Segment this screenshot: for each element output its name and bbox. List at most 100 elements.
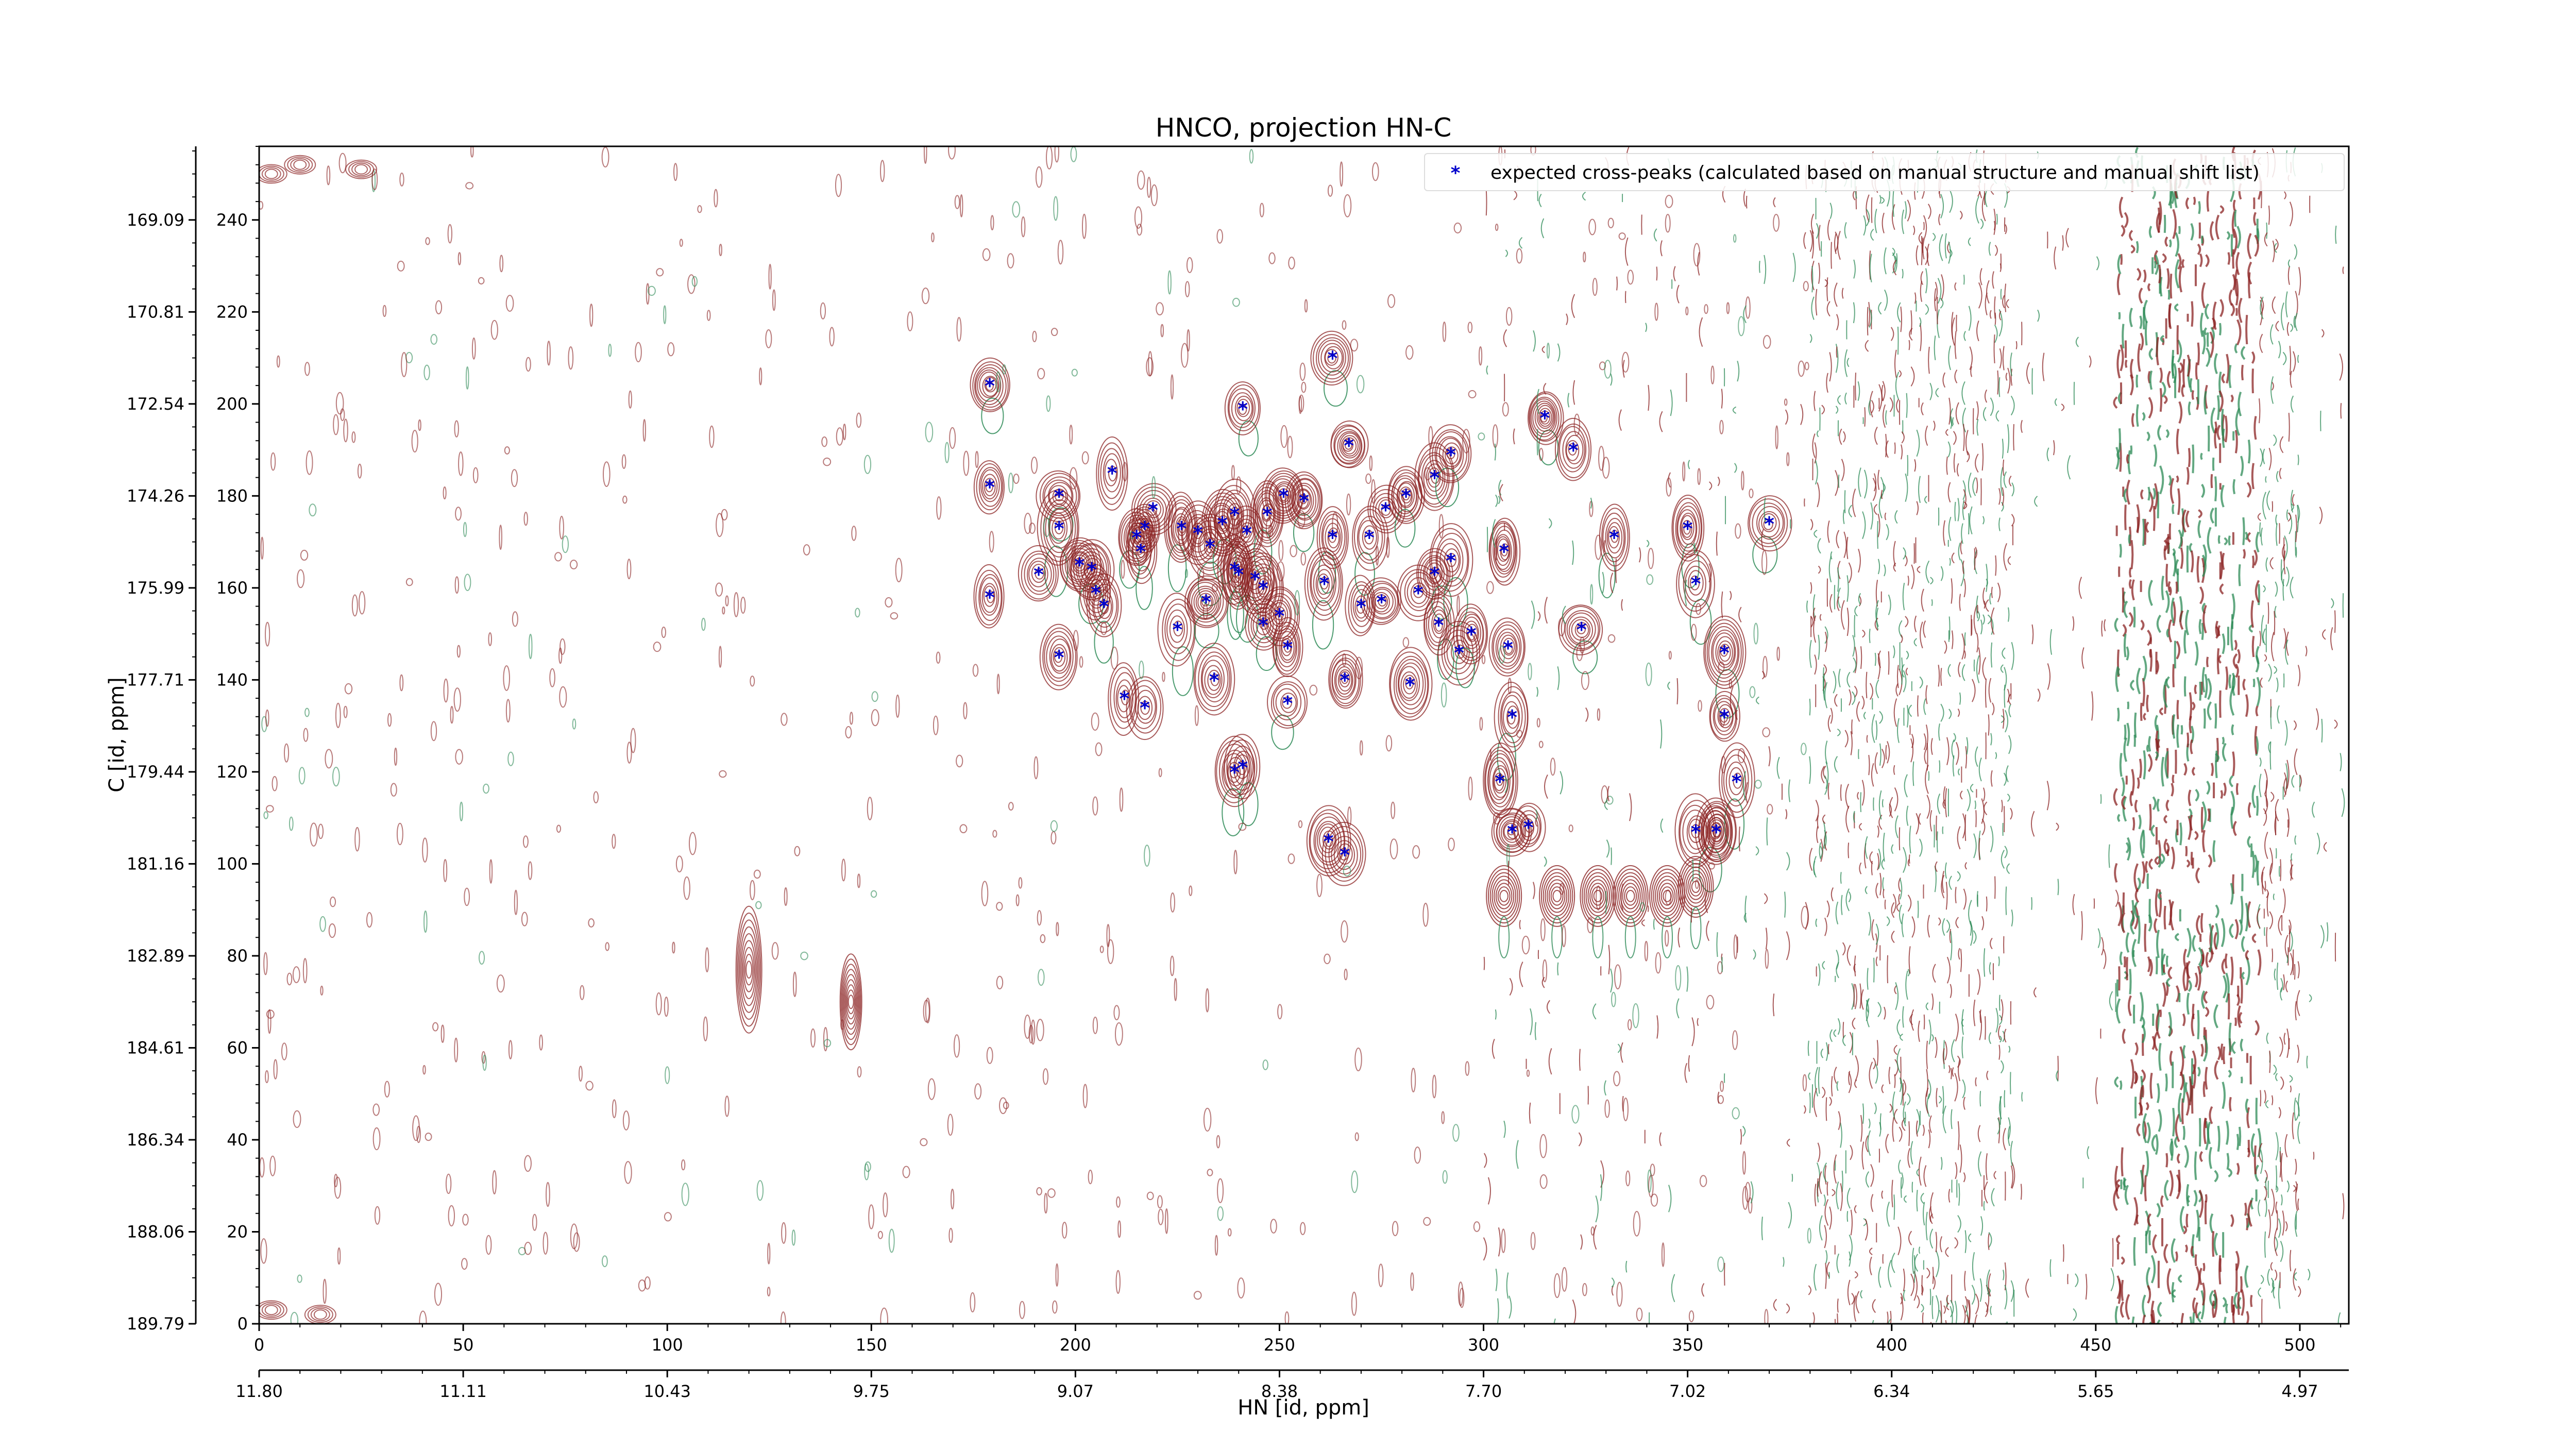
y-ppm-tick-label: 172.54	[127, 394, 184, 414]
noise-contour	[1854, 605, 1858, 617]
peak-contour	[744, 954, 754, 986]
noise-contour	[2196, 555, 2200, 583]
peak-contour	[1488, 520, 1518, 583]
legend: * expected cross-peaks (calculated based…	[1424, 153, 2345, 191]
peak-contour	[984, 478, 996, 497]
peak-contour	[982, 376, 998, 397]
peak-contour	[1237, 761, 1247, 775]
peak-contour	[1381, 504, 1391, 516]
noise-contour	[1298, 394, 1304, 412]
cross-peak-marker: *	[1282, 637, 1293, 660]
noise-contour	[1807, 1040, 1809, 1056]
noise-contour	[300, 549, 309, 561]
noise-contour	[1538, 448, 1544, 461]
noise-contour	[483, 783, 489, 794]
noise-contour	[2266, 222, 2268, 239]
noise-contour	[1160, 324, 1164, 338]
noise-contour	[792, 971, 797, 997]
noise-contour	[1568, 824, 1573, 833]
noise-contour	[2113, 788, 2118, 806]
noise-contour	[526, 357, 531, 372]
noise-contour	[2182, 1013, 2186, 1026]
noise-contour	[1854, 615, 1856, 637]
noise-contour	[2143, 750, 2146, 780]
noise-contour	[1861, 780, 1865, 806]
peak-contour	[1234, 395, 1253, 422]
noise-contour	[2137, 915, 2141, 944]
noise-contour	[1053, 196, 1059, 221]
peak-contour	[1396, 481, 1417, 512]
peak-contour	[1398, 666, 1420, 701]
noise-contour	[622, 495, 628, 504]
noise-contour	[1033, 756, 1039, 780]
noise-contour	[2062, 235, 2064, 251]
peak-contour	[1626, 890, 1635, 902]
peak-contour	[1193, 588, 1218, 617]
noise-contour	[1818, 225, 1821, 251]
noise-contour	[1351, 1170, 1359, 1193]
noise-contour	[1786, 452, 1790, 466]
noise-contour	[2209, 1213, 2214, 1233]
noise-contour	[1829, 1097, 1832, 1106]
noise-contour	[2153, 506, 2156, 531]
peak-contour	[1164, 603, 1192, 654]
noise-contour	[2147, 1285, 2151, 1304]
noise-contour	[1665, 195, 1673, 208]
noise-contour	[1830, 551, 1833, 560]
noise-contour	[319, 916, 326, 932]
y-tick-label: 180	[216, 486, 248, 506]
peak-contour	[1545, 875, 1569, 917]
noise-contour	[1877, 825, 1879, 838]
noise-contour	[1604, 360, 1612, 379]
peak-contour	[1132, 535, 1148, 566]
x-ppm-tick-label: 9.07	[1057, 1381, 1094, 1401]
noise-contour	[1993, 208, 1996, 235]
noise-contour	[601, 146, 609, 168]
noise-contour	[2178, 401, 2183, 424]
noise-contour	[2121, 1279, 2124, 1301]
peak-contour	[1460, 613, 1484, 653]
noise-contour	[1784, 398, 1788, 406]
y-tick-label: 0	[238, 1314, 248, 1334]
noise-contour	[1150, 184, 1158, 207]
peak-contour	[1583, 872, 1612, 920]
noise-contour	[2214, 703, 2217, 729]
peak-contour	[1337, 431, 1362, 462]
peak-contour	[1216, 740, 1252, 803]
noise-contour	[1227, 1228, 1232, 1237]
noise-contour	[2210, 221, 2214, 241]
noise-contour	[1921, 1275, 1923, 1296]
cross-peak-marker: *	[1209, 669, 1219, 692]
noise-contour	[2231, 724, 2234, 735]
y-axis-label: C [id, ppm]	[105, 677, 129, 793]
noise-contour	[1170, 892, 1175, 913]
noise-contour	[419, 1310, 427, 1324]
noise-contour	[2220, 1043, 2224, 1060]
cross-peak-marker: *	[1507, 821, 1517, 844]
noise-contour	[1050, 328, 1058, 336]
noise-contour	[357, 463, 362, 479]
noise-contour	[455, 507, 462, 521]
noise-contour	[1721, 755, 1726, 773]
peak-contour	[1171, 508, 1191, 546]
peak-contour	[1536, 405, 1554, 429]
noise-contour	[453, 687, 461, 712]
y-ppm-tick-label: 184.61	[127, 1038, 184, 1057]
peak-contour	[1397, 662, 1424, 705]
noise-contour	[443, 859, 448, 883]
peak-contour	[1325, 835, 1333, 847]
noise-contour	[705, 947, 709, 972]
y-tick-label: 160	[216, 578, 248, 598]
noise-contour	[2229, 1097, 2232, 1111]
noise-contour	[1402, 637, 1410, 648]
noise-contour	[2149, 1072, 2153, 1099]
noise-contour	[1665, 930, 1669, 947]
peak-contour	[1293, 485, 1314, 516]
peak-contour	[1749, 498, 1788, 547]
noise-contour	[1301, 381, 1307, 393]
noise-contour	[462, 1214, 469, 1226]
peak-contour	[1496, 774, 1503, 786]
peak-contour	[1213, 508, 1233, 538]
peak-contour	[1524, 821, 1534, 833]
noise-contour	[1946, 956, 1951, 984]
